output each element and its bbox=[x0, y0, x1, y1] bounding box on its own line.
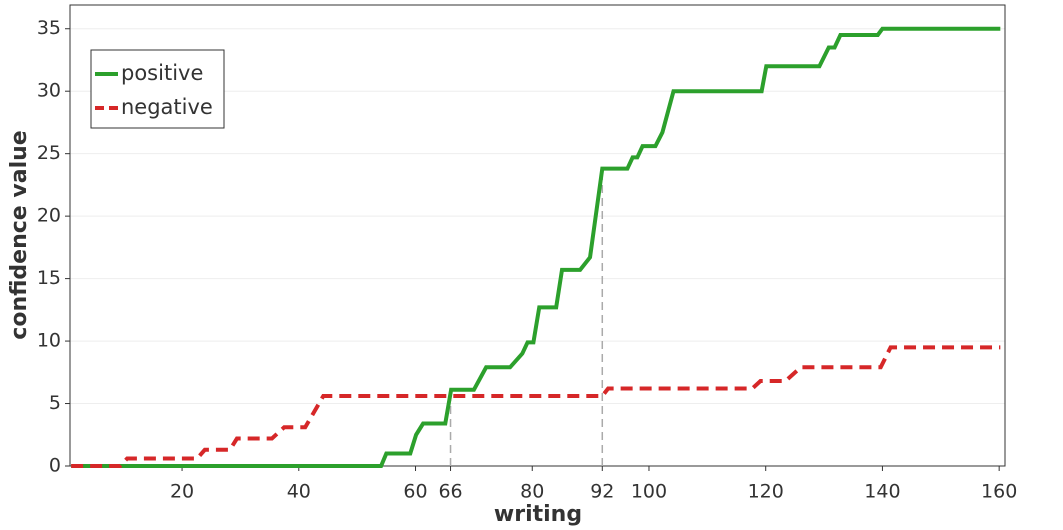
x-tick-label: 140 bbox=[864, 481, 900, 503]
x-tick-label: 100 bbox=[631, 481, 667, 503]
series-line bbox=[71, 26, 1001, 468]
x-tick-label: 40 bbox=[287, 481, 311, 503]
series-line bbox=[71, 345, 1001, 468]
y-tick-label: 10 bbox=[37, 330, 61, 352]
legend-label: positive bbox=[121, 61, 203, 85]
y-axis-title: confidence value bbox=[7, 130, 32, 339]
legend-box bbox=[90, 49, 225, 129]
x-tick-label: 80 bbox=[520, 481, 544, 503]
y-tick-label: 20 bbox=[37, 205, 61, 227]
x-tick-label: 66 bbox=[438, 481, 462, 503]
x-tick-label: 160 bbox=[981, 481, 1017, 503]
y-tick-label: 15 bbox=[37, 267, 61, 289]
x-tick-label: 92 bbox=[590, 481, 614, 503]
y-tick-label: 0 bbox=[49, 455, 61, 477]
legend: positive negative bbox=[90, 49, 225, 129]
x-axis-title: writing bbox=[494, 502, 582, 527]
x-tick-label: 120 bbox=[748, 481, 784, 503]
y-tick-label: 25 bbox=[37, 142, 61, 164]
x-tick-label: 60 bbox=[403, 481, 427, 503]
y-tick-label: 35 bbox=[37, 17, 61, 39]
y-tick-label: 5 bbox=[49, 392, 61, 414]
plot-frame bbox=[69, 4, 1006, 467]
y-tick-label: 30 bbox=[37, 80, 61, 102]
legend-label: negative bbox=[121, 95, 213, 119]
x-tick-label: 20 bbox=[170, 481, 194, 503]
